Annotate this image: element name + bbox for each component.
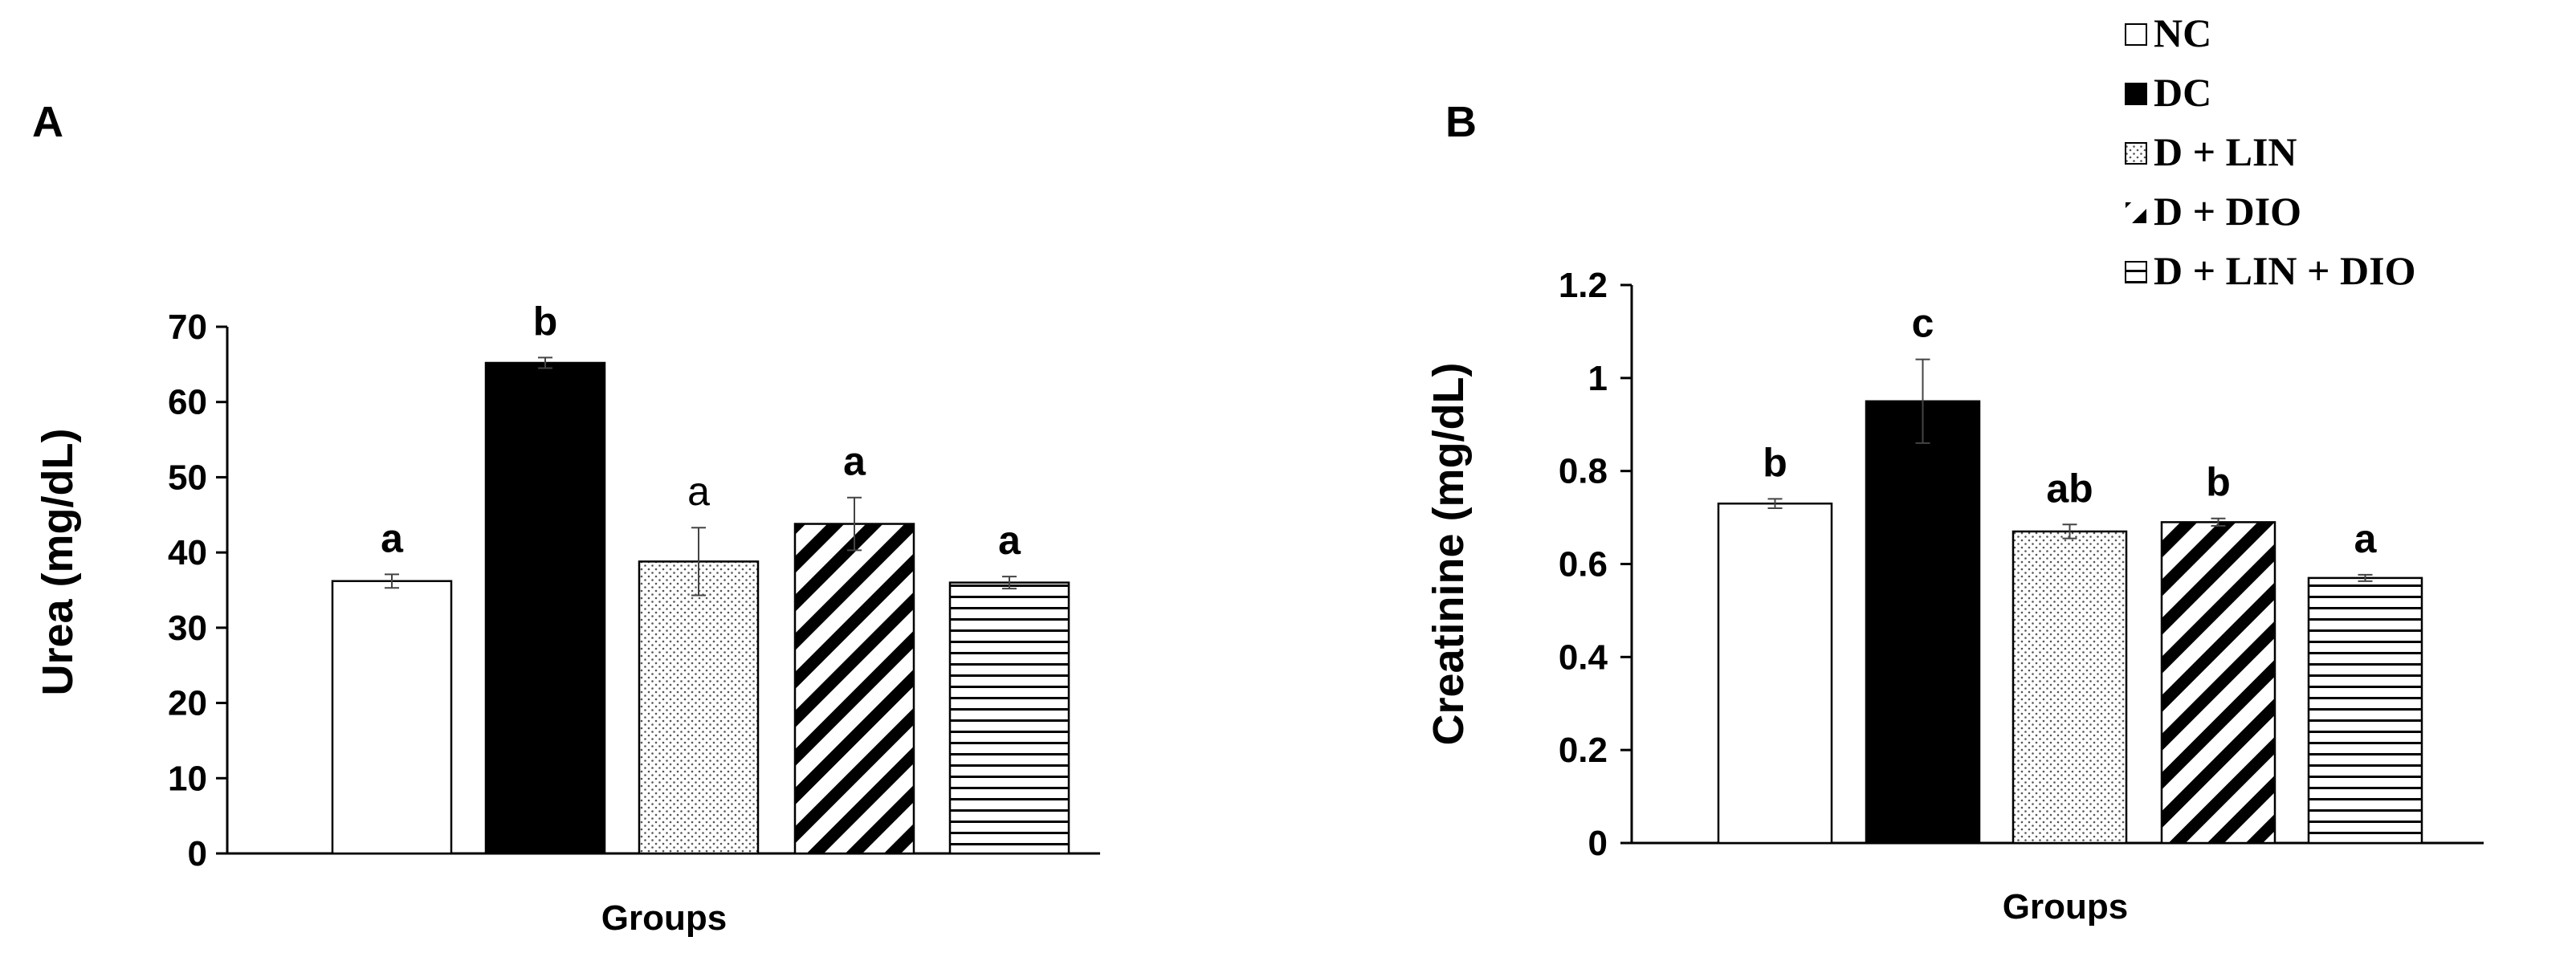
legend-swatch [2125, 142, 2147, 165]
panel-a-bar-4 [793, 523, 915, 855]
panel-b-significance-label-3: ab [2046, 466, 2093, 511]
legend-label: D + LIN + DIO [2154, 248, 2415, 293]
panel-b-significance-label-4: b [2206, 460, 2231, 505]
legend-swatch [2125, 83, 2147, 105]
panel-a-y-tick-label: 0 [188, 834, 207, 874]
panel-b-y-tick-label: 0.2 [1559, 731, 1608, 770]
panel-a-bars: a b a a a [331, 299, 1070, 855]
panel-b-y-tick-label: 0.4 [1559, 637, 1608, 677]
panel-b-y-tick-label: 0 [1588, 824, 1608, 863]
legend-item-2: DC [2125, 70, 2211, 115]
panel-a-bar-3 [638, 560, 760, 855]
legend-item-1: NC [2125, 10, 2211, 55]
panel-b-bars: b c ab b a [1717, 301, 2423, 845]
panel-a-significance-label-3: a [687, 469, 710, 514]
panel-b-bar-2 [1865, 400, 1981, 845]
panel-a-y-tick-label: 50 [168, 458, 207, 497]
panel-a-significance-label-1: a [381, 515, 404, 560]
panel-a-bar-1 [331, 580, 453, 855]
panel-b-y-tick-label: 0.8 [1559, 452, 1608, 491]
panel-a-bar-5 [948, 581, 1070, 855]
legend: NC DC D + LIN D + DIO D + LIN + DIO [2125, 10, 2415, 293]
panel-a-error-bar-2 [538, 356, 552, 369]
panel-b-bar-5 [2307, 576, 2423, 845]
panel-b-letter: B [1445, 98, 1477, 146]
panel-a-y-tick-label: 40 [168, 533, 207, 572]
panel-a-error-bar-1 [385, 573, 399, 589]
legend-swatch [2125, 23, 2147, 46]
panel-a-significance-label-2: b [533, 299, 558, 344]
panel-b-significance-label-5: a [2354, 516, 2378, 561]
panel-b-y-tick-label: 1.2 [1559, 266, 1608, 305]
panel-b-y-tick-label: 1 [1588, 359, 1608, 398]
panel-a-y-tick-label: 60 [168, 383, 207, 422]
panel-a-significance-label-4: a [843, 439, 866, 484]
panel-b-y-tick-label: 0.6 [1559, 545, 1608, 584]
panel-b-error-bar-3 [2062, 523, 2077, 540]
legend-item-5: D + LIN + DIO [2125, 248, 2415, 293]
panel-a-error-bar-3 [691, 527, 706, 597]
panel-a-axes: 0 10 20 30 40 50 60 70 [168, 307, 1100, 874]
panel-a-letter: A [32, 98, 63, 146]
panel-a-error-bar-4 [847, 496, 862, 552]
panel-b-error-bar-5 [2358, 573, 2373, 582]
panel-a-error-bar-5 [1002, 576, 1017, 590]
legend-swatch [2126, 202, 2146, 223]
panel-b-significance-label-1: b [1763, 440, 1787, 485]
panel-b-bar-3 [2011, 530, 2128, 845]
panel-b-error-bar-4 [2211, 517, 2226, 527]
legend-label: DC [2154, 70, 2211, 115]
panel-a-y-tick-label: 30 [168, 609, 207, 648]
legend-label: D + LIN [2154, 129, 2297, 174]
legend-label: D + DIO [2154, 189, 2301, 234]
panel-b-creatinine-chart: B Creatinine (mg/dL) Groups 0 0.2 0.4 0.6 0.… [1425, 98, 2484, 927]
panel-a-x-axis-label: Groups [601, 898, 727, 938]
panel-b-bar-4 [2160, 521, 2276, 845]
legend-item-3: D + LIN [2125, 129, 2297, 174]
panel-a-urea-chart: A Urea (mg/dL) Groups 0 10 20 30 40 50 60 70 a b… [32, 98, 1100, 938]
panel-b-error-bar-2 [1915, 358, 1930, 444]
panel-a-significance-label-5: a [998, 518, 1021, 563]
panel-b-significance-label-2: c [1912, 301, 1934, 346]
legend-label: NC [2154, 10, 2211, 55]
panel-b-bar-1 [1717, 502, 1833, 845]
panel-a-y-tick-label: 20 [168, 684, 207, 723]
panel-b-error-bar-1 [1767, 498, 1783, 509]
panel-a-y-axis-label: Urea (mg/dL) [34, 428, 82, 695]
legend-swatch [2125, 261, 2147, 283]
panel-a-bar-2 [484, 361, 606, 855]
panel-a-y-tick-label: 70 [168, 307, 207, 347]
panel-a-y-tick-label: 10 [168, 759, 207, 798]
panel-b-x-axis-label: Groups [2003, 887, 2128, 927]
legend-item-4: D + DIO [2126, 189, 2301, 234]
panel-b-y-axis-label: Creatinine (mg/dL) [1425, 362, 1473, 745]
